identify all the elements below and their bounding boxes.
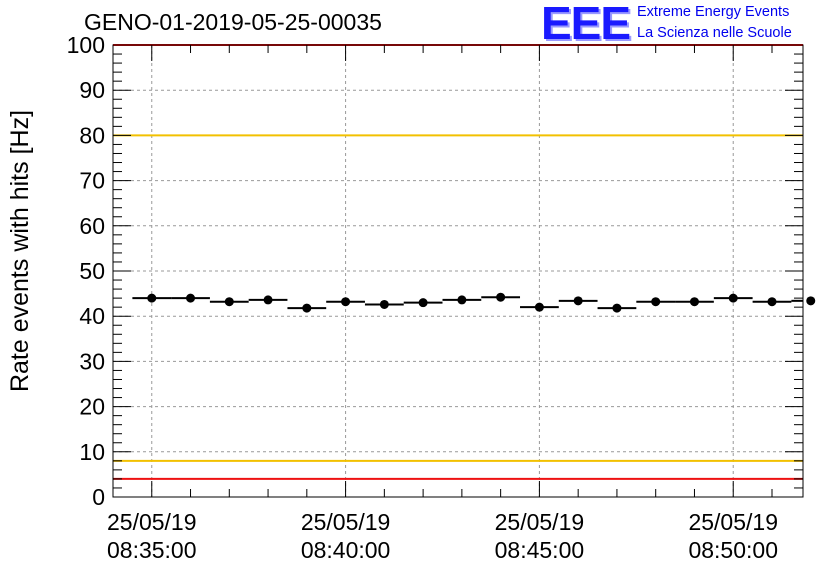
data-point [612, 303, 622, 313]
y-tick-label: 70 [79, 168, 105, 194]
data-point [767, 297, 777, 307]
data-point [224, 297, 234, 307]
x-tick-time-label: 08:50:00 [688, 537, 778, 563]
y-tick-label: 80 [79, 122, 105, 148]
x-tick-time-label: 08:45:00 [495, 537, 585, 563]
data-point [806, 296, 816, 306]
y-axis: 0 10 20 30 40 50 60 70 80 90 100 [67, 32, 803, 510]
x-tick-date-label: 25/05/19 [107, 509, 197, 535]
grid [113, 45, 803, 497]
x-axis: 25/05/1908:35:0025/05/1908:40:0025/05/19… [107, 45, 778, 563]
x-tick-date-label: 25/05/19 [301, 509, 391, 535]
reference-lines [113, 44, 803, 480]
y-tick-label: 30 [79, 348, 105, 374]
data-point [496, 292, 506, 302]
data-point [651, 297, 661, 307]
data-point [186, 293, 196, 303]
x-tick-date-label: 25/05/19 [495, 509, 585, 535]
data-point [263, 295, 273, 305]
y-tick-label: 40 [79, 303, 105, 329]
data-point [147, 293, 157, 303]
y-tick-label: 90 [79, 77, 105, 103]
x-tick-date-label: 25/05/19 [688, 509, 778, 535]
data-series [132, 292, 816, 313]
logo-tagline-2: La Scienza nelle Scuole [637, 25, 792, 41]
data-point [689, 297, 699, 307]
logo-tagline-1: Extreme Energy Events [637, 4, 790, 20]
data-point [341, 297, 351, 307]
data-point [379, 299, 389, 309]
y-tick-label: 0 [92, 484, 105, 510]
y-tick-label: 20 [79, 394, 105, 420]
y-tick-label: 50 [79, 258, 105, 284]
x-tick-time-label: 08:35:00 [107, 537, 197, 563]
y-tick-label: 60 [79, 213, 105, 239]
y-tick-label: 10 [79, 439, 105, 465]
data-point [457, 295, 467, 305]
data-point [418, 298, 428, 308]
data-point [573, 296, 583, 306]
x-tick-time-label: 08:40:00 [301, 537, 391, 563]
y-axis-label: Rate events with hits [Hz] [6, 110, 34, 392]
data-point [302, 303, 312, 313]
data-point [534, 302, 544, 312]
data-point [728, 293, 738, 303]
y-tick-label: 100 [67, 32, 105, 58]
chart-title: GENO-01-2019-05-25-00035 [84, 9, 382, 35]
eee-logo-mark: EEE [541, 0, 631, 49]
